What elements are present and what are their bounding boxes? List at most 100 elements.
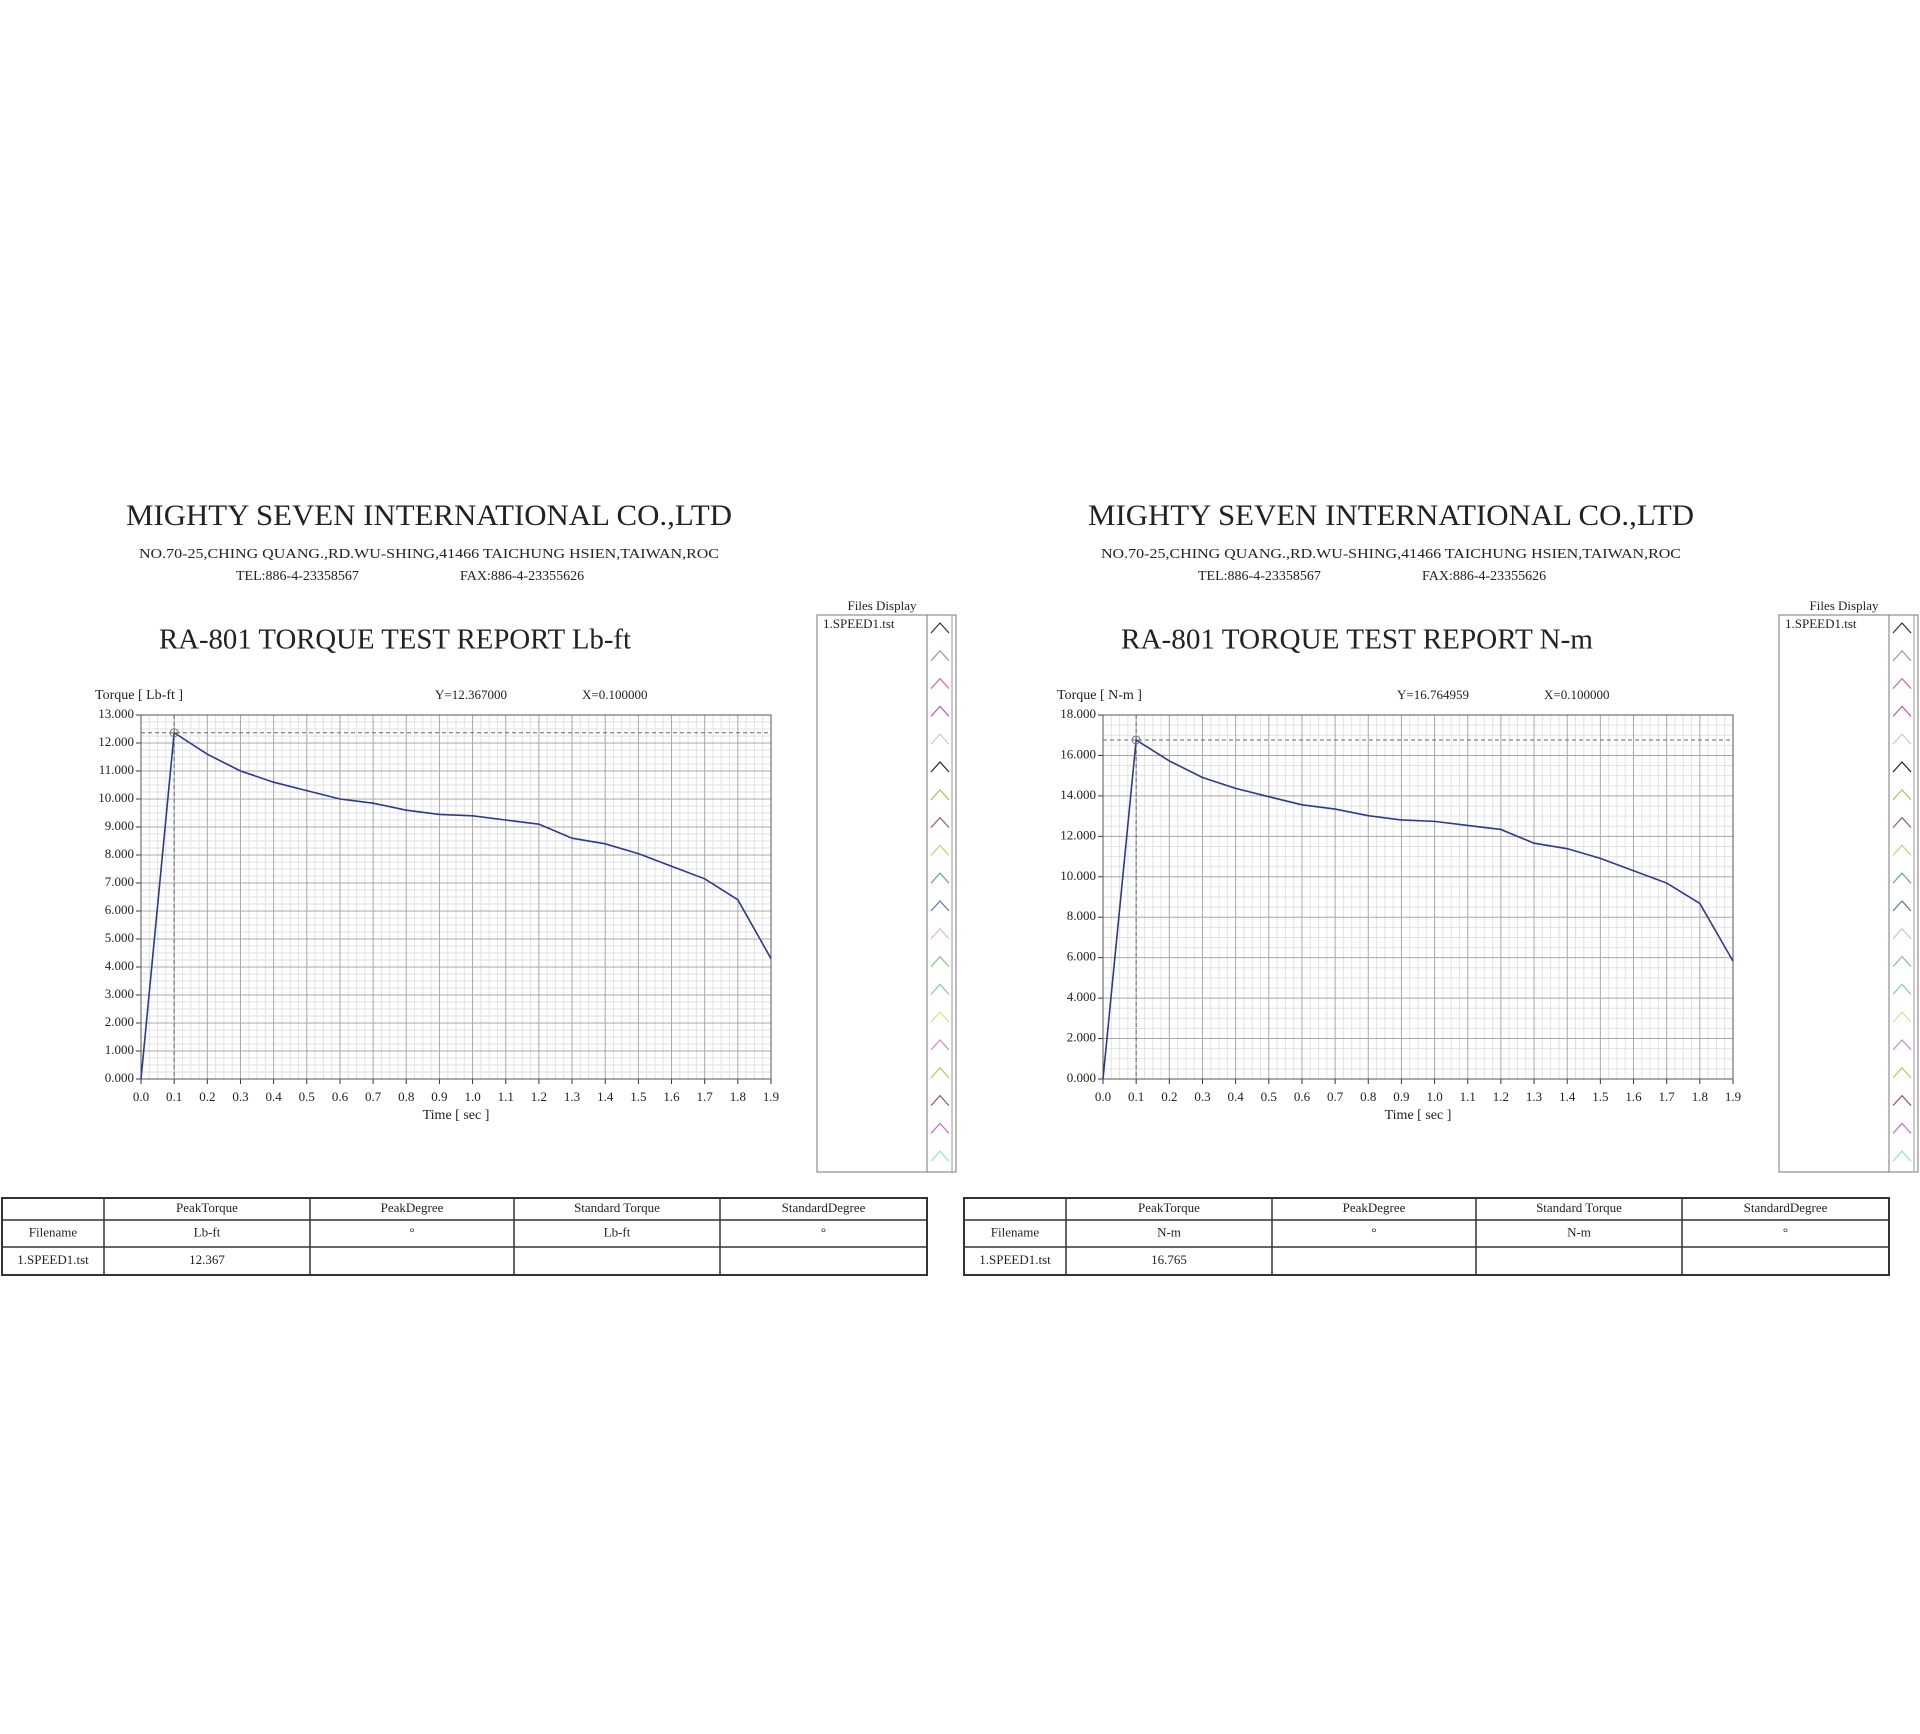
- file-color-icon: [1892, 622, 1912, 634]
- table-column-header: Standard Torque: [1536, 1200, 1622, 1215]
- file-color-icon: [930, 1150, 950, 1162]
- y-tick-label: 16.000: [1060, 746, 1096, 761]
- company-name: MIGHTY SEVEN INTERNATIONAL CO.,LTD: [126, 499, 732, 532]
- readout-y: Y=16.764959: [1397, 687, 1469, 702]
- file-color-icon: [930, 622, 950, 634]
- file-color-icon: [1892, 1150, 1912, 1162]
- x-tick-label: 1.5: [1592, 1089, 1608, 1104]
- file-color-icon: [930, 872, 950, 884]
- table-column-header: PeakDegree: [1343, 1200, 1406, 1215]
- y-tick-label: 6.000: [105, 902, 134, 917]
- file-color-icon: [930, 900, 950, 912]
- file-color-icon: [1892, 955, 1912, 968]
- y-tick-label: 12.000: [1060, 827, 1096, 842]
- x-tick-label: 1.6: [1625, 1089, 1642, 1104]
- y-tick-label: 9.000: [105, 818, 134, 833]
- table-row-header: Filename: [29, 1224, 78, 1239]
- file-color-icon: [930, 1094, 950, 1107]
- table-cell: 12.367: [189, 1252, 225, 1267]
- x-tick-label: 1.1: [498, 1089, 514, 1104]
- y-tick-label: 6.000: [1067, 949, 1096, 964]
- x-tick-label: 0.0: [133, 1089, 149, 1104]
- file-color-icon: [1892, 1094, 1912, 1107]
- x-tick-label: 1.2: [1493, 1089, 1509, 1104]
- x-tick-label: 0.1: [166, 1089, 182, 1104]
- y-tick-label: 5.000: [105, 930, 134, 945]
- x-tick-label: 0.4: [1228, 1089, 1245, 1104]
- y-tick-label: 2.000: [105, 1014, 134, 1029]
- table-unit: °: [409, 1224, 414, 1239]
- table-border: [963, 1197, 1890, 1276]
- x-tick-label: 0.5: [1261, 1089, 1277, 1104]
- table-unit: °: [1783, 1224, 1788, 1239]
- x-tick-label: 1.1: [1460, 1089, 1476, 1104]
- x-tick-label: 0.2: [1161, 1089, 1177, 1104]
- table-column-header: PeakDegree: [381, 1200, 444, 1215]
- y-tick-label: 12.000: [98, 734, 134, 749]
- company-tel: TEL:886-4-23358567: [1198, 569, 1321, 584]
- table-column-header: PeakTorque: [1138, 1200, 1200, 1215]
- file-color-icon: [1892, 844, 1912, 856]
- company-fax: FAX:886-4-23355626: [460, 569, 584, 584]
- file-color-icon: [1892, 816, 1912, 829]
- x-tick-label: 1.2: [531, 1089, 547, 1104]
- company-fax: FAX:886-4-23355626: [1422, 569, 1546, 584]
- peak-marker: [169, 728, 179, 738]
- file-color-icon: [1892, 900, 1912, 912]
- table-unit: Lb-ft: [194, 1224, 221, 1239]
- file-color-icon: [1892, 677, 1912, 690]
- company-name: MIGHTY SEVEN INTERNATIONAL CO.,LTD: [1088, 499, 1694, 532]
- y-tick-label: 14.000: [1060, 787, 1096, 802]
- plot-border: [1102, 714, 1734, 1080]
- table-unit: Lb-ft: [604, 1224, 631, 1239]
- y-tick-label: 4.000: [1067, 989, 1096, 1004]
- y-axis-label: Torque [ Lb-ft ]: [95, 688, 183, 703]
- file-color-icon: [1892, 927, 1912, 940]
- x-tick-label: 1.3: [1526, 1089, 1542, 1104]
- file-color-icon: [1892, 733, 1912, 745]
- chart-title: RA-801 TORQUE TEST REPORT Lb-ft: [159, 624, 631, 655]
- x-tick-label: 1.8: [1692, 1089, 1708, 1104]
- x-tick-label: 1.7: [697, 1089, 714, 1104]
- data-line: [140, 731, 772, 1080]
- x-tick-label: 0.7: [1327, 1089, 1344, 1104]
- table-column-header: StandardDegree: [782, 1200, 866, 1215]
- file-color-icon: [930, 927, 950, 940]
- x-tick-label: 1.8: [730, 1089, 746, 1104]
- file-color-icon: [1892, 1039, 1912, 1051]
- file-color-icon: [930, 844, 950, 856]
- table-column-header: Standard Torque: [574, 1200, 660, 1215]
- x-tick-label: 1.5: [630, 1089, 646, 1104]
- y-tick-label: 3.000: [105, 986, 134, 1001]
- x-tick-label: 0.8: [398, 1089, 414, 1104]
- company-address: NO.70-25,CHING QUANG.,RD.WU-SHING,41466 …: [1101, 547, 1681, 562]
- file-color-icon: [930, 761, 950, 773]
- y-tick-label: 0.000: [1067, 1070, 1096, 1085]
- report-panel: MIGHTY SEVEN INTERNATIONAL CO.,LTD NO.70-…: [1, 499, 957, 1276]
- y-tick-label: 11.000: [99, 762, 134, 777]
- x-tick-label: 1.9: [1725, 1089, 1741, 1104]
- x-tick-label: 1.3: [564, 1089, 580, 1104]
- file-color-icon: [930, 649, 950, 662]
- file-color-icon: [930, 788, 950, 801]
- file-color-icon: [930, 733, 950, 745]
- file-color-icon: [1892, 761, 1912, 773]
- y-tick-label: 18.000: [1060, 706, 1096, 721]
- file-color-icon: [930, 955, 950, 968]
- file-color-icon: [1892, 649, 1912, 662]
- data-line: [1102, 738, 1734, 1080]
- peak-marker: [1131, 735, 1141, 745]
- file-color-icon: [1892, 983, 1912, 995]
- x-tick-label: 1.6: [663, 1089, 680, 1104]
- files-display-box: [1778, 614, 1919, 1173]
- x-tick-label: 0.8: [1360, 1089, 1376, 1104]
- table-unit: °: [821, 1224, 826, 1239]
- file-color-icon: [930, 677, 950, 690]
- x-tick-label: 0.0: [1095, 1089, 1111, 1104]
- y-tick-label: 10.000: [1060, 868, 1096, 883]
- files-display-title: Files Display: [1810, 598, 1879, 613]
- files-display-box: [816, 614, 957, 1173]
- file-color-icon: [930, 1066, 950, 1079]
- x-tick-label: 1.4: [1559, 1089, 1576, 1104]
